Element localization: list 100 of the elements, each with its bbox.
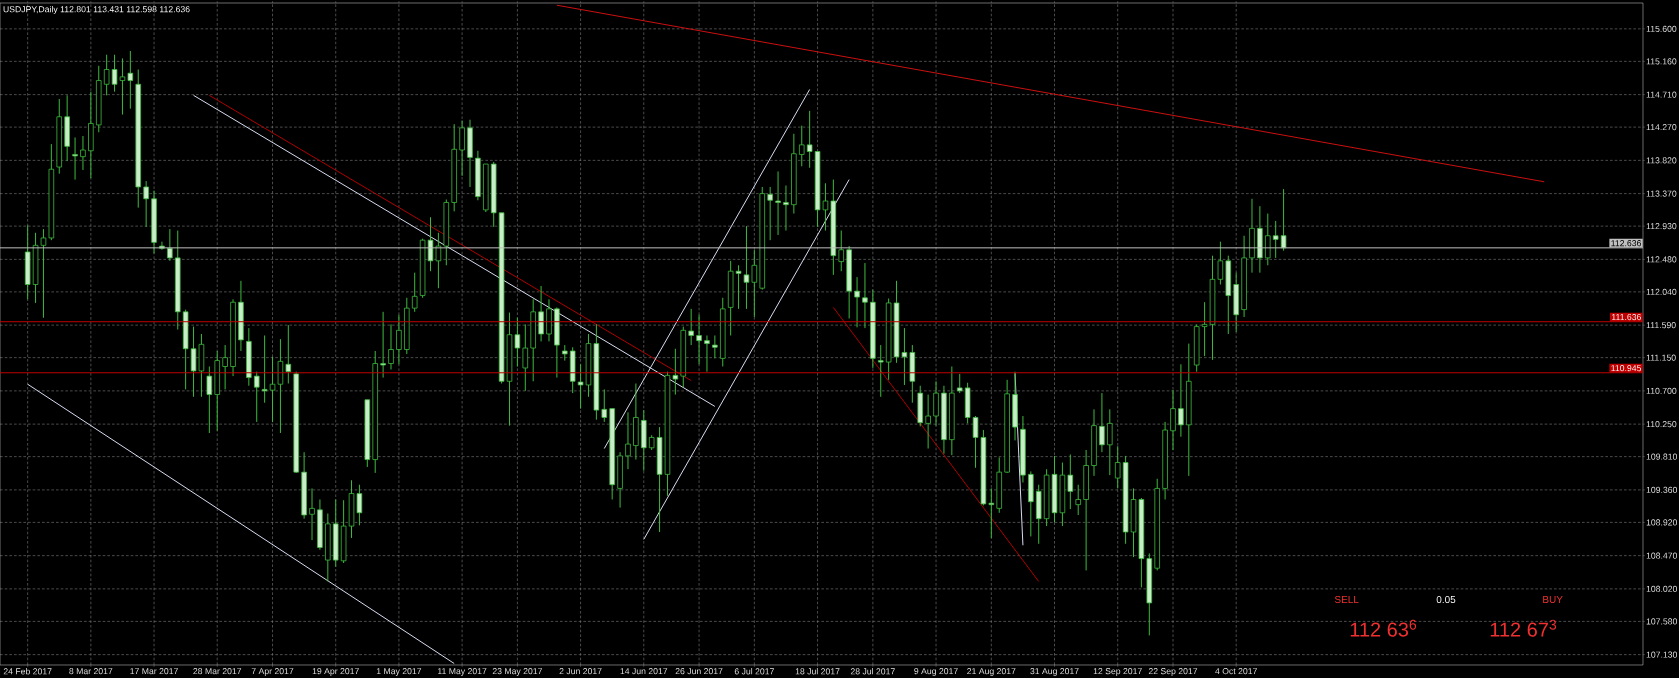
candlestick (735, 264, 742, 310)
candlestick (838, 230, 845, 272)
candlestick (380, 311, 386, 379)
x-tick-label: 28 Mar 2017 (193, 668, 242, 675)
y-tick-label: 113.370 (1646, 190, 1677, 197)
annotation: 112 67$^{3}$ (1490, 619, 1557, 637)
candlestick (72, 136, 78, 181)
y-tick-label: 108.020 (1646, 585, 1678, 592)
y-tick-label: 114.270 (1646, 124, 1677, 131)
x-tick-label: 23 May 2017 (492, 668, 542, 676)
candlestick (751, 249, 758, 318)
x-tick-label: 22 Sep 2017 (1148, 668, 1198, 676)
candlestick (206, 366, 213, 434)
y-tick-label: 112.480 (1646, 256, 1677, 263)
candlestick (1067, 453, 1074, 510)
candlestick (933, 380, 939, 427)
candlestick (1107, 408, 1113, 476)
candlestick (522, 323, 529, 392)
candlestick (285, 324, 292, 384)
candlestick (396, 314, 402, 365)
candlestick (261, 334, 268, 404)
y-tick-label: 114.710 (1646, 91, 1677, 98)
candlestick (1114, 445, 1121, 489)
y-tick-label: 110.700 (1646, 387, 1677, 394)
annotation: 0.05 (1436, 595, 1456, 604)
candlestick (672, 348, 679, 396)
candlestick (1272, 220, 1279, 259)
candlestick (925, 394, 931, 450)
x-tick-label: 11 May 2017 (438, 668, 487, 676)
candlestick (167, 228, 173, 262)
y-tick-label: 115.600 (1646, 25, 1677, 32)
candlestick (127, 50, 134, 110)
x-tick-label: 19 Apr 2017 (312, 668, 359, 676)
y-tick-label: 109.360 (1646, 486, 1678, 493)
ref-line-label: 111.636 (1612, 314, 1641, 321)
candlestick (704, 334, 710, 373)
y-tick-label: 108.920 (1646, 519, 1678, 526)
x-tick-label: 21 Aug 2017 (967, 668, 1016, 676)
y-tick-label: 109.810 (1646, 453, 1678, 460)
annotation: BUY (1543, 596, 1563, 604)
y-tick-label: 110.250 (1646, 421, 1677, 428)
candlestick (625, 411, 631, 470)
candlestick (1099, 392, 1105, 453)
candlestick (743, 225, 750, 310)
candlestick (862, 262, 868, 329)
candlestick (877, 344, 884, 398)
x-tick-label: 9 Aug 2017 (914, 668, 958, 676)
candlestick (1280, 188, 1287, 252)
candlestick (411, 272, 418, 313)
x-tick-label: 2 Jun 2017 (559, 668, 602, 675)
x-tick-label: 17 Mar 2017 (130, 668, 178, 675)
x-tick-label: 24 Feb 2017 (3, 668, 52, 675)
candlestick (1265, 213, 1271, 266)
candlestick (696, 314, 702, 365)
x-tick-label: 6 Jul 2017 (734, 668, 774, 675)
x-tick-label: 18 Jul 2017 (795, 668, 840, 675)
candlestick (309, 487, 315, 541)
x-tick-label: 7 Apr 2017 (251, 668, 294, 676)
candlestick (459, 119, 465, 177)
candlestick (1075, 484, 1081, 516)
candlestick (806, 110, 813, 169)
annotation: 112 63$^{6}$ (1350, 619, 1417, 637)
annotation: SELL (1334, 595, 1359, 604)
y-tick-label: 113.820 (1646, 157, 1677, 164)
y-tick-label: 112.930 (1646, 223, 1677, 230)
y-tick-label: 107.580 (1646, 618, 1678, 625)
candlestick (601, 388, 608, 423)
y-tick-label: 111.590 (1646, 322, 1676, 329)
y-tick-label: 112.040 (1646, 288, 1677, 295)
candlestick (712, 334, 718, 359)
y-tick-label: 115.160 (1646, 58, 1677, 65)
candlestick (80, 135, 86, 171)
y-tick-label: 111.150 (1646, 354, 1676, 361)
candlestick (783, 184, 789, 232)
candlestick (388, 323, 394, 370)
x-tick-label: 8 Mar 2017 (69, 668, 113, 675)
candlestick (798, 125, 805, 167)
x-tick-label: 12 Sep 2017 (1093, 668, 1142, 676)
chart-title: USDJPY,Daily 112.801 113.431 112.598 112.636 (3, 5, 190, 15)
candlestick (688, 308, 694, 346)
candlestick (854, 276, 860, 328)
candlestick (143, 180, 149, 228)
candlestick (775, 170, 781, 236)
candlestick (956, 373, 963, 394)
ref-line-label: 112.636 (1611, 240, 1641, 247)
candlestick (988, 487, 995, 539)
candlestick (103, 54, 110, 96)
x-tick-label: 1 May 2017 (376, 668, 422, 676)
candlestick (767, 186, 773, 241)
candlestick (253, 371, 260, 423)
x-tick-label: 4 Oct 2017 (1215, 668, 1257, 675)
x-tick-label: 28 Jul 2017 (850, 668, 895, 675)
x-tick-label: 26 Jun 2017 (675, 668, 723, 675)
candlestick (1178, 363, 1184, 438)
y-tick-label: 107.130 (1646, 651, 1678, 658)
candlestick (538, 285, 544, 342)
candlestick (222, 344, 228, 390)
y-tick-label: 108.470 (1646, 552, 1678, 559)
x-tick-label: 31 Aug 2017 (1030, 668, 1079, 676)
x-tick-label: 14 Jun 2017 (620, 668, 668, 675)
